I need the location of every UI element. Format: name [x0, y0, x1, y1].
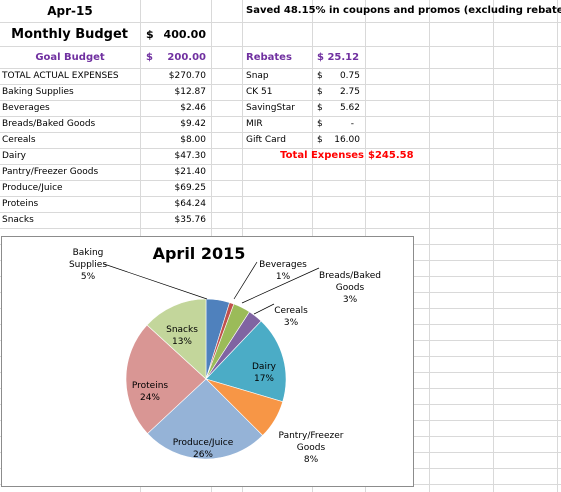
pie-slice-snacks[interactable] — [146, 298, 207, 380]
gridline — [0, 164, 561, 165]
rebate-value[interactable]: 2.75 — [339, 87, 360, 97]
gridline — [0, 212, 561, 213]
rebates-title[interactable]: Rebates — [246, 52, 292, 63]
total-expenses-value[interactable]: $245.58 — [368, 150, 414, 161]
expense-value[interactable]: $47.30 — [174, 151, 207, 161]
goal-budget-currency: $ — [146, 52, 153, 63]
rebate-label[interactable]: Gift Card — [246, 135, 286, 145]
rebate-currency: $ — [317, 135, 323, 145]
savings-note-cell[interactable]: Saved 48.15% in coupons and promos (excl… — [246, 5, 561, 16]
pie-slice-dairy[interactable] — [205, 320, 287, 403]
rebates-total[interactable]: $ 25.12 — [317, 52, 360, 63]
pie-chart-canvas: April 2015 Baking Supplies 5% Beverages 1% Br… — [69, 244, 381, 465]
slice-label-pantry-freezer-goods: Pantry/Freezer Goods 8% — [279, 431, 344, 465]
goal-budget-label[interactable]: Goal Budget — [35, 52, 105, 63]
expense-value[interactable]: $2.46 — [180, 103, 206, 113]
slice-label-cereals: Cereals 3% — [274, 306, 308, 328]
expense-label[interactable]: Proteins — [2, 199, 39, 209]
gridline — [0, 46, 561, 47]
leader-line — [241, 267, 320, 304]
rebate-label[interactable]: MIR — [246, 119, 263, 129]
month-cell[interactable]: Apr-15 — [47, 4, 93, 18]
slice-label-snacks: Snacks 13% — [166, 325, 198, 347]
expense-value[interactable]: $8.00 — [180, 135, 206, 145]
slice-label-breads-baked-goods: Breads/Baked Goods 3% — [319, 271, 381, 305]
expense-value[interactable]: $35.76 — [174, 215, 207, 225]
goal-budget-value[interactable]: 200.00 — [167, 52, 206, 63]
gridline — [0, 22, 561, 23]
rebate-value[interactable]: 0.75 — [339, 71, 360, 81]
monthly-budget-value[interactable]: 400.00 — [163, 28, 206, 41]
expense-label[interactable]: TOTAL ACTUAL EXPENSES — [2, 71, 119, 81]
expense-label[interactable]: Produce/Juice — [2, 183, 63, 193]
slice-labels: Baking Supplies 5% Beverages 1% Breads/Baked G… — [69, 248, 381, 465]
gridline — [0, 196, 561, 197]
slice-label-baking-supplies: Baking Supplies 5% — [69, 248, 107, 282]
gridline — [0, 84, 561, 85]
leader-line — [233, 261, 258, 300]
gridline — [0, 116, 561, 117]
gridline — [493, 0, 494, 492]
expense-value[interactable]: $64.24 — [174, 199, 207, 209]
gridline — [429, 0, 430, 492]
expense-label[interactable]: Dairy — [2, 151, 26, 161]
rebate-currency: $ — [317, 71, 323, 81]
monthly-budget-currency: $ — [146, 28, 154, 41]
expense-label[interactable]: Cereals — [2, 135, 36, 145]
rebate-currency: $ — [317, 119, 323, 129]
slice-label-proteins: Proteins 24% — [132, 381, 169, 403]
gridline — [0, 100, 561, 101]
pie-slices — [125, 298, 287, 460]
pie-slice-proteins[interactable] — [125, 324, 207, 434]
gridline — [557, 0, 558, 492]
rebate-value[interactable]: - — [350, 119, 354, 129]
expense-label[interactable]: Baking Supplies — [2, 87, 74, 97]
expense-label[interactable]: Beverages — [2, 103, 50, 113]
expense-value[interactable]: $9.42 — [180, 119, 206, 129]
rebate-label[interactable]: SavingStar — [246, 103, 295, 113]
expense-label[interactable]: Snacks — [2, 215, 34, 225]
expense-label[interactable]: Breads/Baked Goods — [2, 119, 96, 129]
rebate-currency: $ — [317, 103, 323, 113]
monthly-budget-label[interactable]: Monthly Budget — [11, 27, 128, 42]
pie-chart[interactable]: April 2015 Baking Supplies 5% Beverages 1% Br… — [1, 236, 414, 487]
gridline — [0, 180, 561, 181]
expense-value[interactable]: $69.25 — [174, 183, 207, 193]
gridline — [0, 132, 561, 133]
expense-label[interactable]: Pantry/Freezer Goods — [2, 167, 99, 177]
leader-line — [103, 263, 208, 300]
slice-label-produce-juice: Produce/Juice 26% — [173, 438, 234, 460]
rebate-label[interactable]: CK 51 — [246, 87, 273, 97]
rebate-value[interactable]: 16.00 — [334, 135, 360, 145]
total-expenses-label[interactable]: Total Expenses — [280, 150, 364, 161]
expense-value[interactable]: $21.40 — [174, 167, 207, 177]
expense-value[interactable]: $270.70 — [168, 71, 206, 81]
chart-title: April 2015 — [153, 244, 246, 263]
gridline — [0, 68, 561, 69]
pie-slice-produce-juice[interactable] — [147, 378, 264, 460]
slice-label-dairy: Dairy 17% — [252, 362, 277, 384]
rebate-value[interactable]: 5.62 — [339, 103, 360, 113]
slice-label-beverages: Beverages 1% — [259, 260, 307, 282]
leader-lines — [103, 261, 320, 315]
rebate-currency: $ — [317, 87, 323, 97]
leader-line — [253, 303, 275, 315]
rebate-label[interactable]: Snap — [246, 71, 269, 81]
gridline — [0, 228, 561, 229]
expense-value[interactable]: $12.87 — [174, 87, 207, 97]
gridline — [0, 148, 561, 149]
